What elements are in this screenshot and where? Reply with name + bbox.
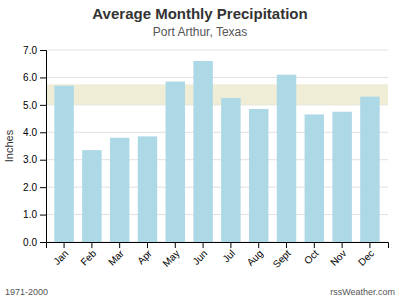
tick-label: Jun (190, 248, 209, 267)
annotation: 1971-2000 (5, 287, 48, 297)
bar (277, 75, 296, 242)
tick-label: Dec (356, 248, 376, 268)
tick-mark (40, 160, 46, 161)
tick-mark (91, 242, 92, 248)
bar (54, 86, 73, 242)
chart: Average Monthly Precipitation Port Arthur… (0, 0, 400, 300)
tick-label: 0.0 (23, 237, 37, 248)
tick: 2.0 (23, 182, 46, 193)
tick-label: 3.0 (23, 154, 37, 165)
title: Average Monthly Precipitation (92, 5, 307, 22)
tick: 6.0 (23, 72, 46, 83)
tick: Feb (78, 242, 98, 268)
y-axis: 0.0 1.0 2.0 3.0 4.0 5.0 6.0 7.0 (23, 45, 46, 248)
tick: 5.0 (23, 100, 46, 111)
annotation: rssWeather.com (330, 287, 395, 297)
tick-mark (119, 242, 120, 248)
tick-mark (40, 215, 46, 216)
tick: 4.0 (23, 127, 46, 138)
tick-mark (286, 242, 287, 248)
axis-line (47, 243, 389, 249)
tick-mark (369, 242, 370, 248)
tick: Apr (135, 242, 154, 266)
tick-mark (40, 187, 46, 188)
tick: Jan (51, 242, 70, 267)
tick-label: May (161, 248, 182, 269)
tick-label: Jan (51, 248, 70, 267)
tick-label: 7.0 (23, 45, 37, 56)
tick-mark (40, 50, 46, 51)
tick: Oct (302, 242, 321, 266)
tick: 3.0 (23, 154, 46, 165)
tick: 1.0 (23, 209, 46, 220)
tick-mark (230, 242, 231, 248)
grid-line (46, 77, 388, 78)
tick-mark (314, 242, 315, 248)
subtitle: Port Arthur, Texas (153, 25, 248, 39)
tick: Jul (220, 242, 237, 264)
tick: Nov (328, 242, 348, 268)
tick-mark (40, 242, 46, 243)
bar (193, 61, 212, 242)
tick-label: Mar (106, 247, 126, 267)
tick-label: 1.0 (23, 209, 37, 220)
tick-label: Apr (135, 247, 154, 266)
bar (166, 82, 185, 242)
tick-label: Aug (245, 248, 265, 268)
tick-mark (342, 242, 343, 248)
tick-mark (40, 105, 46, 106)
bar (138, 136, 157, 242)
bar (305, 114, 324, 242)
bar (249, 109, 268, 242)
bar (360, 97, 379, 242)
tick-mark (64, 242, 65, 248)
tick: Sept (271, 242, 293, 270)
tick-label: 5.0 (23, 100, 37, 111)
grid (46, 50, 388, 242)
bar (332, 112, 351, 242)
shaded-band (46, 84, 388, 105)
tick-label: 4.0 (23, 127, 37, 138)
tick: Dec (356, 242, 376, 268)
bar (110, 138, 129, 242)
tick-label: Sept (271, 248, 293, 270)
tick: Aug (245, 242, 265, 268)
tick-mark (203, 242, 204, 248)
tick: 0.0 (23, 237, 46, 248)
tick: Mar (106, 242, 126, 268)
tick: Jun (190, 242, 209, 267)
tick-mark (258, 242, 259, 248)
tick-mark (40, 77, 46, 78)
tick-label: 6.0 (23, 72, 37, 83)
x-axis: Jan Feb Mar Apr May Jun Jul Aug Sept Oct Nov Dec (47, 242, 389, 270)
tick-mark (147, 242, 148, 248)
tick-label: 2.0 (23, 182, 37, 193)
tick-label: Nov (328, 248, 348, 268)
axis-title: Inches (3, 129, 15, 162)
axis-line (40, 51, 47, 243)
tick: 7.0 (23, 45, 46, 56)
bar (221, 98, 240, 242)
tick-label: Feb (78, 247, 98, 267)
tick-mark (40, 132, 46, 133)
tick-mark (175, 242, 176, 248)
tick: May (161, 242, 182, 269)
plot-area (46, 61, 388, 242)
bar (82, 150, 101, 242)
grid-line (46, 50, 388, 51)
tick-label: Jul (220, 248, 237, 265)
tick-label: Oct (302, 248, 321, 267)
